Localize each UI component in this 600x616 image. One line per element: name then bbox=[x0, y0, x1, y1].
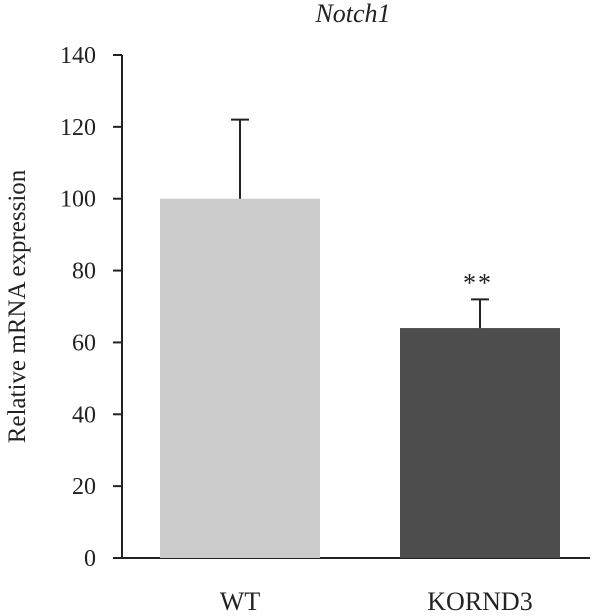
chart-title: Notch1 bbox=[314, 0, 390, 28]
y-tick-label: 40 bbox=[72, 402, 96, 428]
bars bbox=[160, 198, 560, 558]
x-tick-label: WT bbox=[220, 587, 261, 616]
y-tick-label: 120 bbox=[60, 115, 96, 141]
y-tick-label: 80 bbox=[72, 259, 96, 285]
y-tick-label: 100 bbox=[60, 187, 96, 213]
y-tick-label: 140 bbox=[60, 43, 96, 69]
y-tick-label: 0 bbox=[84, 546, 96, 572]
significance-annotations: ** bbox=[463, 268, 493, 297]
y-axis-ticks: 0 20 40 60 80 100 120 140 bbox=[60, 43, 122, 572]
x-tick-label: KORND3 bbox=[427, 587, 532, 616]
bar-wt bbox=[160, 198, 320, 558]
y-tick-label: 20 bbox=[72, 474, 96, 500]
error-bars bbox=[231, 118, 489, 329]
bar-kornd3 bbox=[400, 328, 560, 558]
x-axis-labels: WT KORND3 bbox=[220, 587, 533, 616]
significance-label: ** bbox=[463, 268, 493, 297]
y-axis-label: Relative mRNA expression bbox=[4, 169, 31, 443]
y-tick-label: 60 bbox=[72, 330, 96, 356]
